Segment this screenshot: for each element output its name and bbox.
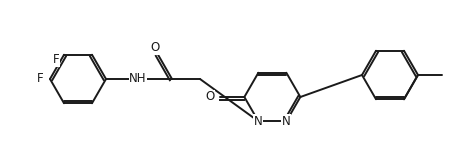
Text: F: F (53, 53, 59, 66)
Text: O: O (205, 91, 215, 104)
Text: F: F (37, 73, 43, 86)
Text: N: N (254, 115, 263, 128)
Text: NH: NH (129, 73, 147, 86)
Text: N: N (282, 115, 291, 128)
Text: O: O (151, 41, 159, 54)
